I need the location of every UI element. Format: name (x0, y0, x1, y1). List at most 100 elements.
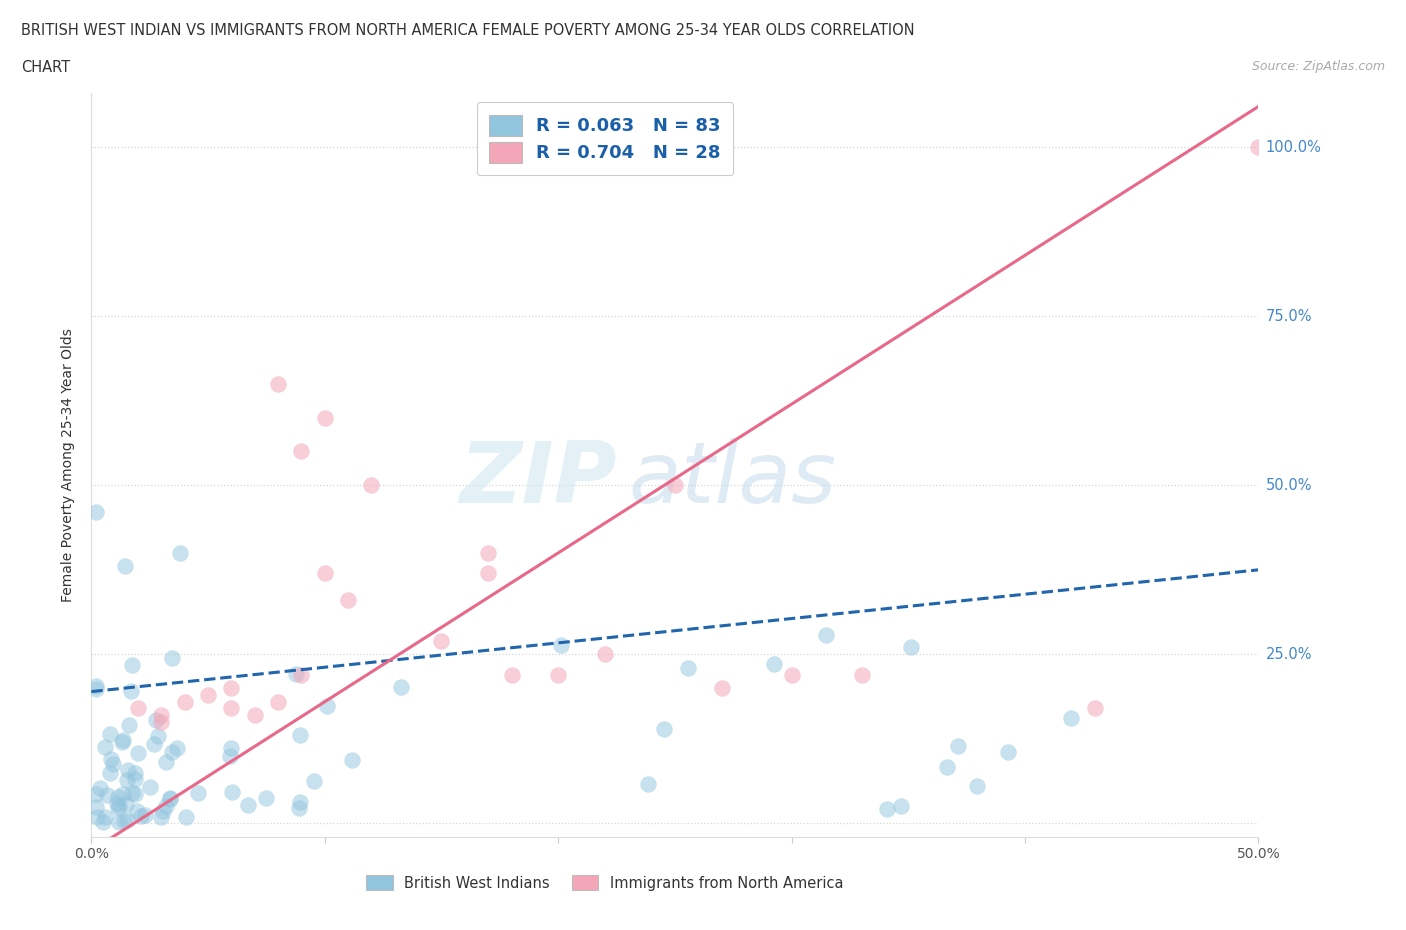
Point (100, 752, 122, 767)
Point (243, 708, 266, 723)
Point (124, 772, 146, 787)
Point (94, 739, 117, 754)
Point (284, 667, 307, 682)
Point (1247, 140, 1270, 154)
Point (145, 712, 167, 727)
Point (108, 799, 131, 814)
Point (127, 746, 149, 761)
Point (84, 787, 107, 802)
Point (150, 714, 173, 729)
Point (139, 779, 162, 794)
Point (221, 785, 243, 800)
Point (107, 801, 129, 816)
Point (876, 801, 898, 816)
Point (547, 667, 569, 682)
Point (89, 781, 111, 796)
Point (710, 681, 733, 696)
Point (149, 809, 172, 824)
Point (267, 377, 290, 392)
Point (91, 815, 114, 830)
Legend: British West Indians, Immigrants from North America: British West Indians, Immigrants from No… (360, 870, 849, 897)
Point (1060, 711, 1083, 725)
Point (134, 807, 156, 822)
Point (176, 809, 198, 824)
Point (664, 478, 686, 493)
Point (218, 749, 240, 764)
Point (115, 796, 138, 811)
Point (98, 726, 121, 741)
Point (124, 787, 146, 802)
Point (477, 546, 499, 561)
Point (107, 814, 129, 829)
Point (593, 647, 616, 662)
Point (302, 774, 325, 789)
Point (162, 745, 184, 760)
Text: 75.0%: 75.0% (1265, 309, 1312, 324)
Point (114, 559, 136, 574)
Text: atlas: atlas (628, 438, 837, 522)
Point (159, 790, 181, 805)
Point (316, 698, 339, 713)
Point (111, 735, 134, 750)
Point (966, 778, 988, 793)
Point (254, 790, 277, 805)
Point (125, 804, 148, 818)
Point (155, 754, 177, 769)
Point (159, 791, 181, 806)
Point (86, 809, 108, 824)
Point (342, 753, 364, 768)
Point (815, 628, 838, 643)
Point (103, 756, 125, 771)
Point (477, 565, 499, 580)
Point (166, 740, 188, 755)
Point (221, 681, 243, 696)
Point (430, 633, 453, 648)
Point (290, 444, 312, 458)
Point (94, 809, 117, 824)
Point (146, 729, 169, 744)
Point (84, 799, 107, 814)
Point (936, 760, 959, 775)
Point (890, 799, 912, 814)
Point (288, 801, 311, 816)
Point (142, 737, 165, 751)
Point (314, 565, 336, 580)
Point (129, 808, 152, 823)
Point (946, 739, 969, 754)
Point (900, 640, 922, 655)
Point (314, 410, 336, 425)
Point (105, 795, 128, 810)
Point (118, 717, 141, 732)
Point (150, 708, 173, 723)
Point (780, 667, 803, 682)
Point (112, 814, 135, 829)
Point (84, 682, 107, 697)
Point (160, 650, 183, 665)
Text: 50.0%: 50.0% (1265, 478, 1312, 493)
Point (360, 478, 382, 493)
Y-axis label: Female Poverty Among 25-34 Year Olds: Female Poverty Among 25-34 Year Olds (62, 328, 76, 602)
Text: CHART: CHART (21, 60, 70, 75)
Point (389, 680, 412, 695)
Point (851, 667, 873, 682)
Text: BRITISH WEST INDIAN VS IMMIGRANTS FROM NORTH AMERICA FEMALE POVERTY AMONG 25-34 : BRITISH WEST INDIAN VS IMMIGRANTS FROM N… (21, 23, 915, 38)
Point (152, 804, 174, 818)
Point (763, 657, 786, 671)
Point (187, 786, 209, 801)
Point (84, 505, 107, 520)
Point (501, 667, 523, 682)
Point (267, 695, 290, 710)
Text: ZIP: ZIP (458, 438, 617, 522)
Point (290, 794, 312, 809)
Point (98, 765, 121, 780)
Point (221, 701, 243, 716)
Point (117, 763, 139, 777)
Point (290, 667, 312, 682)
Point (637, 777, 659, 791)
Point (121, 658, 143, 672)
Text: 100.0%: 100.0% (1265, 140, 1322, 154)
Point (107, 790, 129, 804)
Point (676, 660, 699, 675)
Point (169, 546, 191, 561)
Point (112, 787, 135, 802)
